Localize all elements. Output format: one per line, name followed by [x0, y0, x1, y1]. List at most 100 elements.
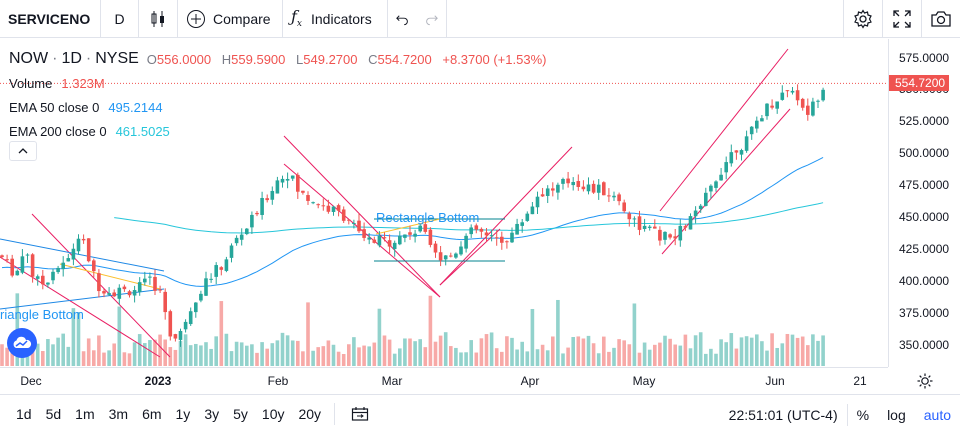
range-5y-button[interactable]: 5y: [233, 406, 248, 422]
auto-toggle[interactable]: auto: [923, 406, 951, 423]
screenshot-button[interactable]: [921, 0, 960, 38]
percent-toggle[interactable]: %: [856, 406, 870, 423]
candle-body: [494, 237, 499, 239]
candle-body: [790, 90, 795, 93]
volume-bar: [545, 350, 550, 366]
candle-body: [515, 223, 519, 235]
volume-bar: [709, 348, 713, 366]
top-toolbar: SERVICENO D Compare ƒx Indicators: [0, 0, 960, 38]
range-1y-button[interactable]: 1y: [175, 406, 191, 422]
candle-body: [530, 206, 535, 215]
fullscreen-button[interactable]: [882, 0, 921, 38]
volume-bar: [296, 340, 300, 366]
range-buttons: 1d 5d 1m 3m 6m 1y 3y 5y 10y 20y: [0, 406, 328, 422]
volume-bar: [245, 345, 249, 366]
range-3m-button[interactable]: 3m: [108, 406, 129, 422]
volume-bar: [178, 340, 183, 366]
candle-body: [709, 185, 713, 192]
volume-bar: [158, 334, 162, 366]
candle-body: [602, 182, 606, 196]
range-3y-button[interactable]: 3y: [204, 406, 220, 422]
volume-bar: [535, 349, 540, 366]
candle-body: [632, 218, 637, 220]
price-tick-label: 500.0000: [899, 146, 950, 161]
trendline-drawing: [283, 135, 441, 298]
candle-body: [15, 270, 20, 276]
range-1d-button[interactable]: 1d: [16, 406, 32, 422]
candle-body: [41, 275, 45, 285]
volume-value: 1.323M: [61, 75, 105, 91]
range-10y-button[interactable]: 10y: [261, 406, 285, 422]
volume-bar: [637, 352, 642, 366]
time-axis[interactable]: Dec 2023 Feb Mar Apr May Jun 21: [0, 367, 933, 393]
ema50-row[interactable]: EMA 50 close 0 495.2144: [9, 95, 553, 119]
clock-time[interactable]: 22:51:01 (UTC-4): [728, 406, 838, 423]
candle-body: [622, 202, 626, 212]
volume-bar: [117, 306, 122, 366]
plus-circle-icon: [187, 9, 205, 28]
volume-bar: [596, 353, 601, 366]
date-range-icon[interactable]: [351, 406, 369, 422]
log-toggle[interactable]: log: [887, 406, 906, 423]
volume-bar: [270, 343, 275, 366]
volume-bar: [790, 334, 795, 366]
candle-body: [459, 246, 463, 255]
candle-body: [357, 220, 361, 232]
volume-label: Volume: [9, 75, 53, 91]
candle-body: [806, 105, 810, 115]
range-5d-button[interactable]: 5d: [45, 406, 62, 422]
interval-button[interactable]: D: [101, 0, 139, 38]
tradingview-logo[interactable]: [7, 328, 37, 358]
volume-bar: [500, 351, 504, 366]
volume-bar: [749, 337, 754, 366]
volume-bar: [505, 336, 509, 366]
candle-body: [693, 210, 698, 217]
candle-body: [377, 235, 382, 246]
volume-bar: [586, 335, 591, 366]
ema200-row[interactable]: EMA 200 close 0 461.5025: [9, 119, 553, 143]
volume-bar: [617, 339, 621, 366]
range-1m-button[interactable]: 1m: [75, 406, 95, 422]
volume-bar: [163, 339, 167, 366]
volume-bar: [515, 349, 519, 366]
volume-bar: [239, 342, 244, 366]
settings-button[interactable]: [843, 0, 882, 38]
volume-bar: [525, 351, 530, 366]
redo-icon: [426, 14, 438, 25]
volume-bar: [423, 347, 428, 366]
range-20y-button[interactable]: 20y: [298, 406, 322, 422]
compare-button[interactable]: Compare: [178, 0, 283, 38]
candle-body: [576, 181, 581, 187]
candle-body: [489, 235, 494, 237]
volume-bar: [153, 339, 157, 366]
chart-type-button[interactable]: [139, 0, 178, 38]
candle-body: [341, 209, 346, 221]
time-tick-label: Dec: [20, 374, 42, 388]
redo-button[interactable]: [417, 0, 447, 38]
candle-body: [97, 273, 101, 292]
cloud-icon: [13, 336, 32, 348]
volume-bar: [122, 352, 127, 366]
candle-body: [296, 174, 300, 192]
bottom-toolbar: 1d 5d 1m 3m 6m 1y 3y 5y 10y 20y 22:51:01 (UTC-4) …: [0, 394, 960, 433]
sun-icon[interactable]: [917, 373, 933, 389]
volume-bar: [811, 334, 815, 366]
time-tick-label: Jun: [765, 374, 785, 388]
price-chart[interactable]: [0, 39, 888, 367]
volume-bar: [719, 339, 723, 366]
symbol-search[interactable]: SERVICENO: [0, 0, 101, 38]
volume-bar: [760, 341, 764, 366]
undo-button[interactable]: [388, 0, 417, 38]
volume-row[interactable]: Volume 1.323M: [9, 71, 553, 95]
candle-body: [449, 255, 453, 257]
range-6m-button[interactable]: 6m: [142, 406, 162, 422]
candle-body: [545, 188, 550, 196]
candle-body: [214, 265, 218, 277]
price-axis[interactable]: 575.0000550.0000525.0000500.0000475.0000…: [888, 39, 960, 367]
candle-body: [403, 234, 407, 238]
collapse-legend-button[interactable]: [9, 141, 37, 161]
candle-body: [566, 178, 570, 184]
candle-body: [250, 214, 254, 228]
trendline-drawing: [0, 256, 161, 358]
indicators-button[interactable]: ƒx Indicators: [283, 0, 388, 38]
